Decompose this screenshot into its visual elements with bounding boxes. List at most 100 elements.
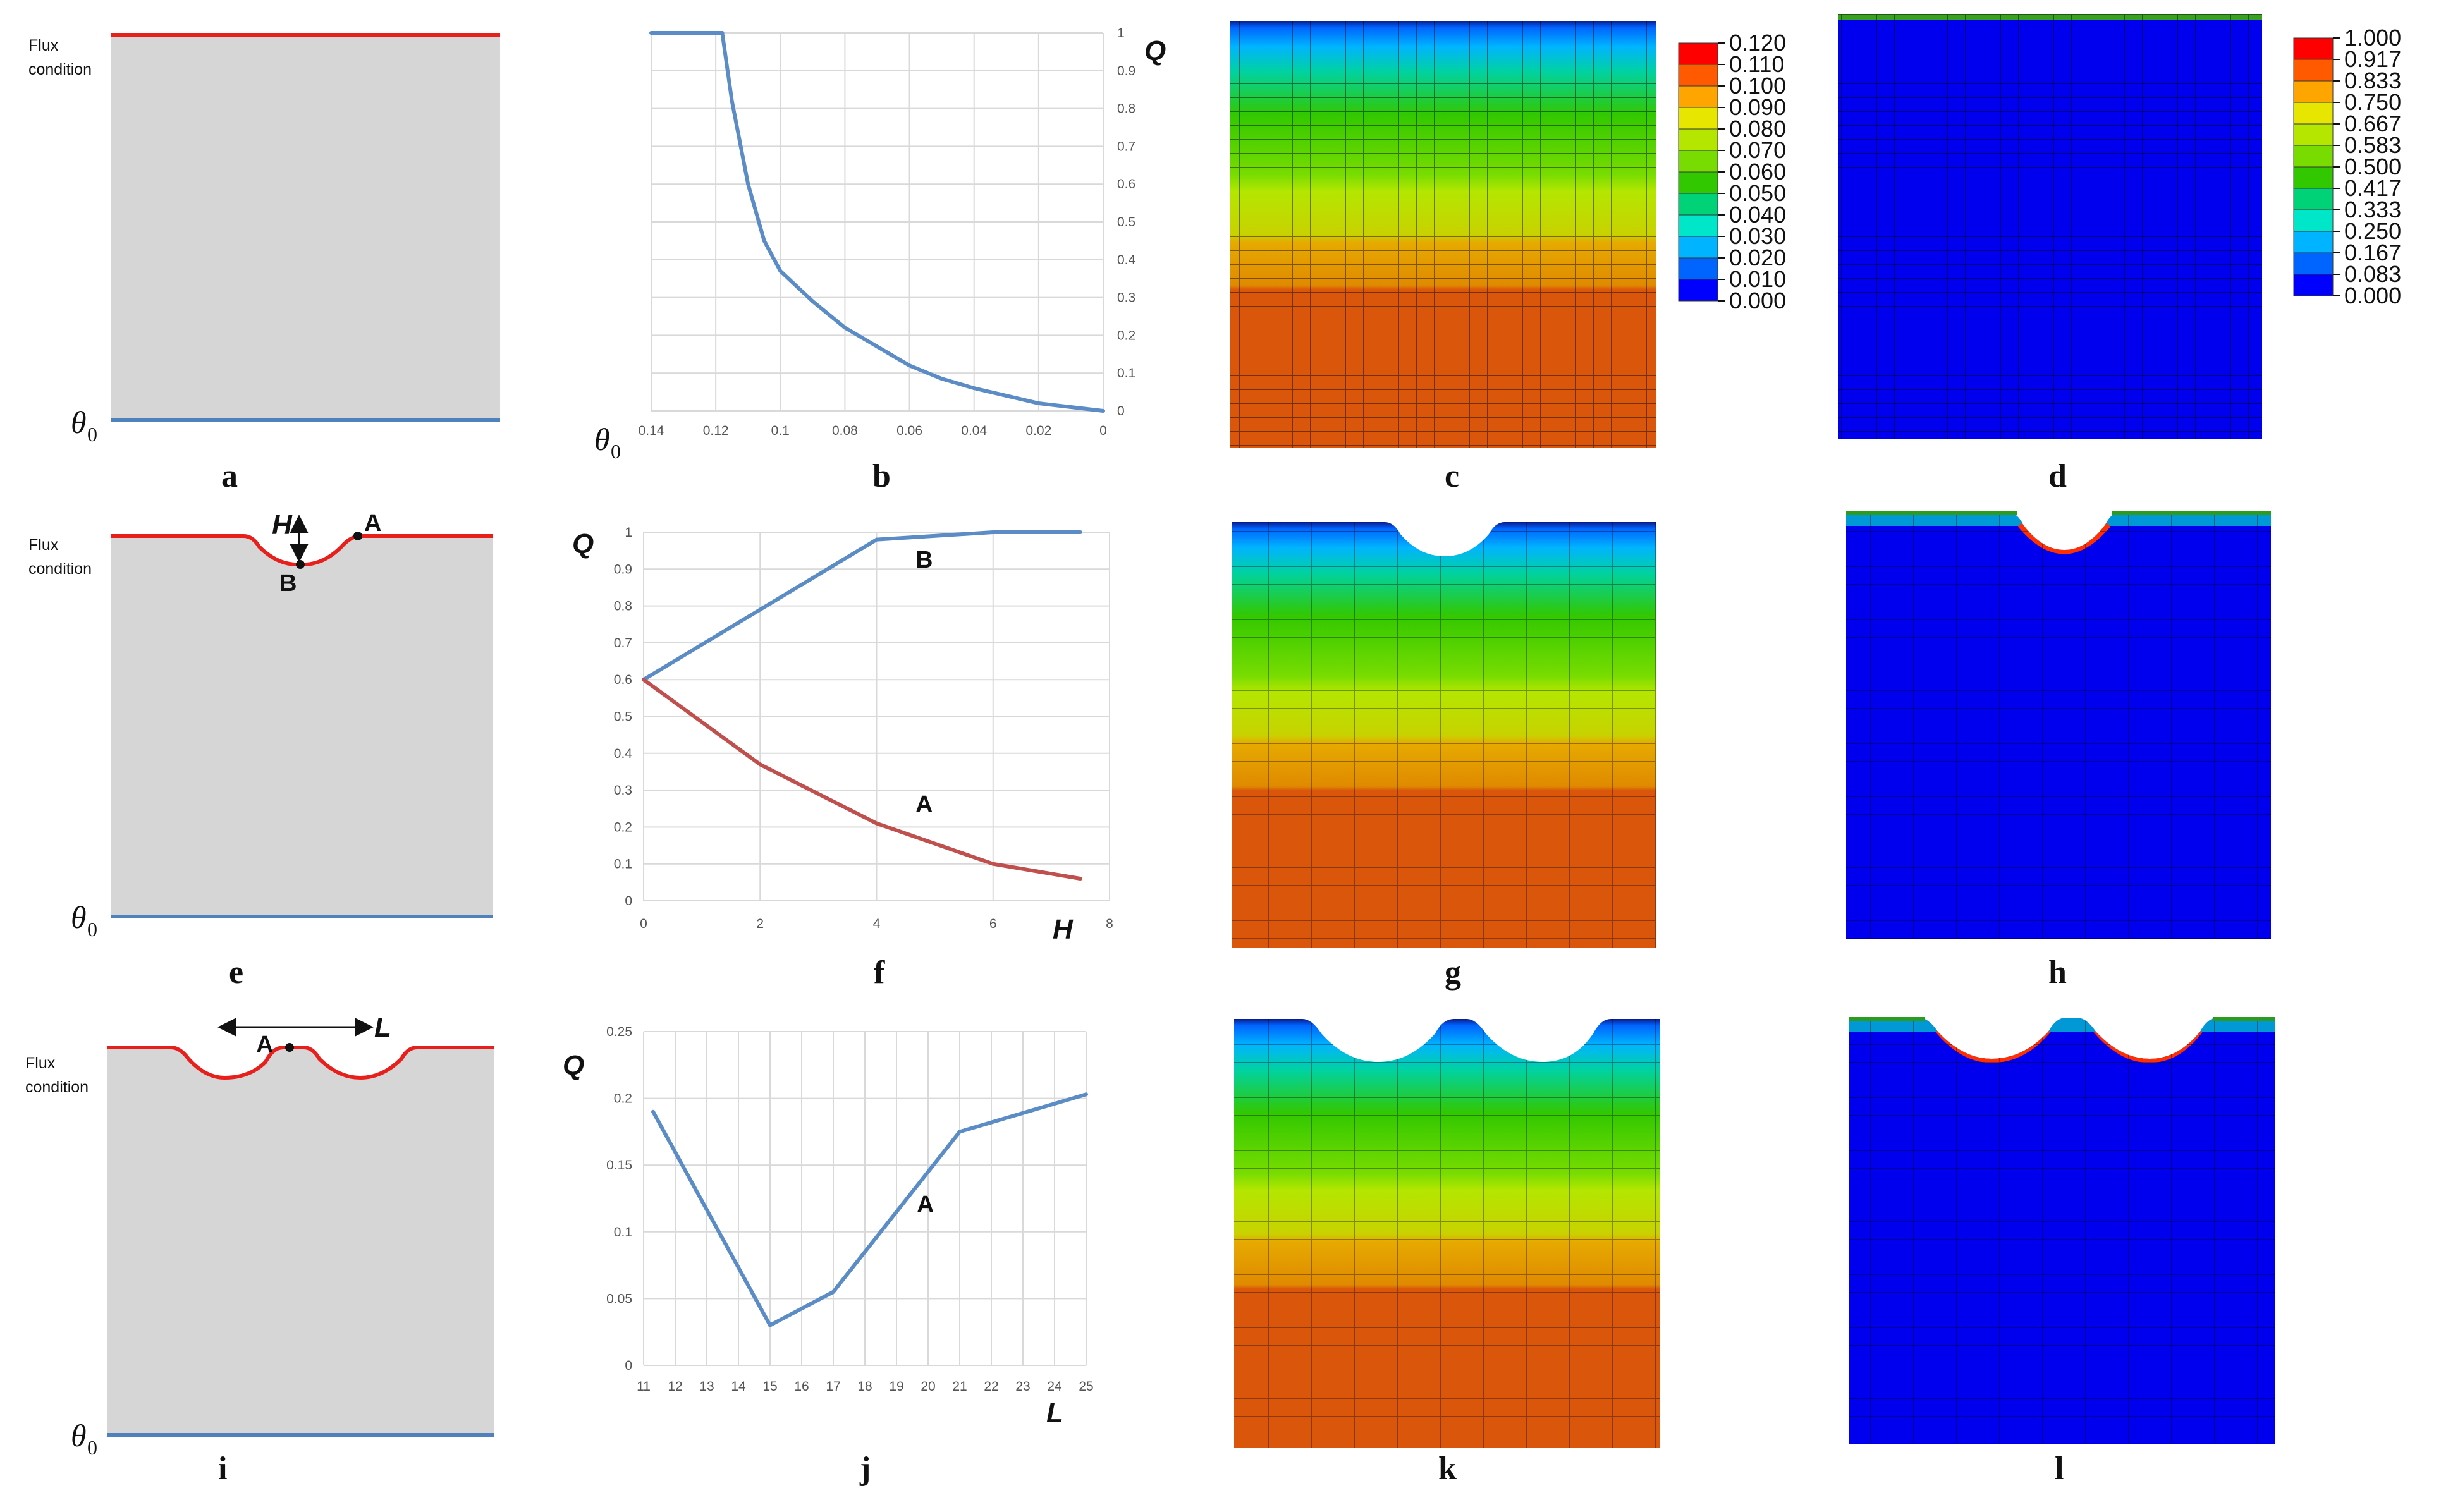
chart-f-label-b: B: [915, 547, 933, 573]
legend-swatch: [1678, 107, 1718, 130]
legend-swatch: [2293, 145, 2334, 168]
data-point-Q: [746, 182, 750, 186]
data-point-B: [874, 537, 879, 542]
data-point-Q: [1004, 394, 1008, 398]
legend-value: 0.040: [1729, 202, 1786, 228]
legend-swatch: [2293, 166, 2334, 189]
x-tick-label: 0.1: [771, 424, 790, 438]
legend-c: 0.1200.1100.1000.0900.0800.0700.0600.050…: [1678, 30, 1786, 314]
legend-swatch: [2293, 80, 2334, 103]
y-tick-label: 0.1: [614, 1225, 632, 1240]
y-tick-label: 0.9: [614, 562, 632, 576]
legend-swatch: [2293, 231, 2334, 253]
panel-label-k: k: [1438, 1451, 1457, 1487]
x-axis-label: H: [1053, 914, 1074, 945]
label-point-b: B: [279, 570, 297, 597]
legend-value: 0.120: [1729, 30, 1786, 56]
panel-i-schematic: A L Flux condition θ 0: [25, 1012, 494, 1459]
x-axis-label: L: [1046, 1398, 1063, 1429]
x-tick-label: 19: [889, 1379, 903, 1394]
chart-j: 11 12 13 14 15 16 17 18 19 20 21 22 23 24 25 0 0.05 0.1 0.…: [563, 1025, 1094, 1429]
panel-label-l: l: [2055, 1451, 2064, 1487]
data-point-B: [758, 607, 762, 612]
label-l: L: [374, 1012, 391, 1043]
legend-swatch: [2293, 274, 2334, 296]
x-tick-label: 18: [857, 1379, 872, 1394]
legend-value: 0.500: [2344, 154, 2401, 180]
x-tick-label: 0.06: [896, 424, 922, 438]
domain-with-notches: [107, 1047, 494, 1435]
legend-swatch: [1678, 150, 1718, 173]
panel-l-contour: [1849, 1017, 2275, 1444]
y-tick-label: 0.2: [1117, 328, 1135, 343]
x-tick-label: 13: [699, 1379, 714, 1394]
legend-swatch: [1678, 64, 1718, 87]
y-tick-label: 1: [1117, 26, 1125, 40]
panel-e-schematic: H A B Flux condition θ 0: [28, 509, 493, 941]
legend-swatch: [1678, 193, 1718, 216]
contour-l-mesh: [1849, 1018, 2275, 1444]
data-point-A: [874, 821, 879, 826]
y-tick-label: 0.2: [614, 820, 632, 834]
panel-label-i: i: [218, 1451, 227, 1487]
legend-swatch: [1678, 257, 1718, 280]
y-axis-label: Q: [563, 1050, 584, 1081]
legend-value: 0.333: [2344, 197, 2401, 223]
y-tick-label: 0.5: [1117, 215, 1135, 229]
theta-subscript: 0: [87, 918, 97, 941]
legend-value: 0.080: [1729, 116, 1786, 142]
x-tick-label: 23: [1015, 1379, 1030, 1394]
x-tick-label: 0.08: [832, 424, 858, 438]
panel-label-a: a: [221, 458, 238, 494]
x-tick-label: 24: [1047, 1379, 1062, 1394]
x-tick-label: 22: [984, 1379, 998, 1394]
data-point-A: [1084, 1092, 1088, 1097]
y-tick-label: 0.4: [614, 747, 633, 761]
data-point-Q: [1036, 401, 1041, 406]
panel-a-schematic: Flux condition θ 0: [28, 33, 500, 446]
x-tick-label: 15: [762, 1379, 777, 1394]
x-tick-label: 0: [640, 917, 647, 931]
legend-value: 0.000: [1729, 288, 1786, 314]
data-point-B: [991, 530, 995, 534]
contour-g-mesh: [1232, 522, 1656, 948]
legend-swatch: [1678, 214, 1718, 237]
theta-subscript: 0: [87, 1436, 97, 1459]
x-tick-label: 25: [1079, 1379, 1093, 1394]
legend-swatch: [1678, 128, 1718, 151]
x-tick-label: 4: [873, 917, 881, 931]
series-line-A: [642, 678, 1081, 881]
data-point-Q: [972, 386, 976, 391]
legend-swatch: [1678, 279, 1718, 302]
y-tick-label: 0.1: [614, 857, 632, 872]
legend-d: 1.0000.9170.8330.7500.6670.5830.5000.417…: [2293, 25, 2401, 308]
legend-swatch: [2293, 59, 2334, 82]
chart-b: 0.14 0.12 0.1 0.08 0.06 0.04 0.02 000.10.20.30.…: [594, 26, 1166, 463]
flux-label-line2: condition: [28, 61, 92, 78]
legend-value: 0.010: [1729, 266, 1786, 292]
data-point-Q: [1068, 405, 1073, 410]
legend-swatch: [1678, 236, 1718, 259]
legend-value: 0.000: [2344, 283, 2401, 308]
point-a-marker: [285, 1043, 294, 1052]
y-tick-label: 0.6: [1117, 177, 1135, 192]
flux-label-line1: Flux: [28, 536, 59, 554]
domain-with-notch: [111, 536, 493, 917]
panel-label-d: d: [2048, 458, 2067, 494]
data-point-Q: [811, 299, 815, 303]
legend-swatch: [1678, 85, 1718, 108]
y-tick-label: 0: [625, 894, 632, 908]
x-tick-label: 8: [1106, 917, 1113, 931]
flux-label-line1: Flux: [28, 37, 59, 54]
y-tick-label: 0.5: [614, 710, 632, 724]
y-tick-label: 0.15: [606, 1158, 632, 1173]
data-point-A: [768, 1323, 772, 1327]
data-point-A: [991, 862, 995, 866]
legend-value: 0.090: [1729, 94, 1786, 120]
y-tick-label: 0.4: [1117, 253, 1136, 267]
series-line-A: [651, 1092, 1087, 1327]
panel-label-c: c: [1445, 458, 1459, 494]
legend-value: 0.110: [1729, 51, 1784, 77]
y-tick-label: 0.8: [614, 599, 632, 614]
data-point-Q: [762, 238, 766, 243]
